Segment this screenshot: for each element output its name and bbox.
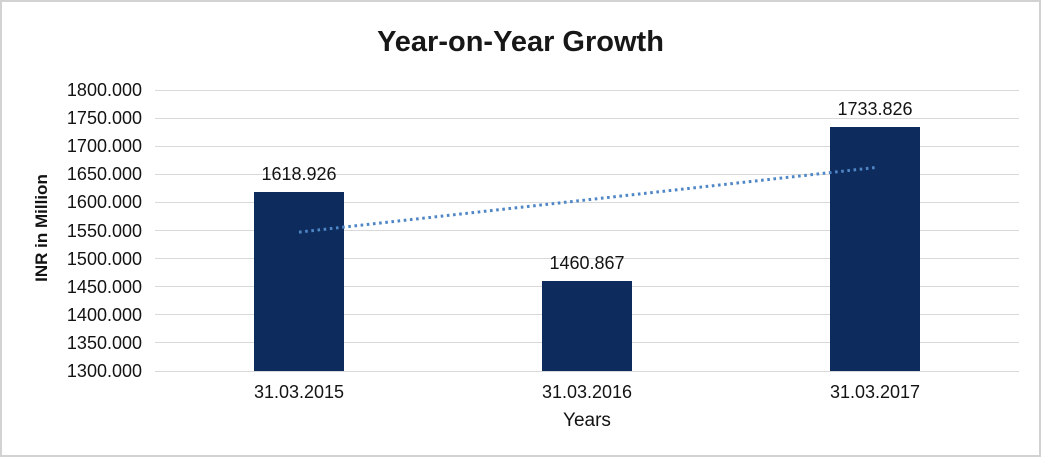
y-tick-label: 1800.000 (66, 80, 142, 100)
gridline (155, 371, 1019, 372)
y-tick-label: 1500.000 (66, 249, 142, 269)
x-tick-label: 31.03.2015 (253, 382, 345, 402)
x-tick-label: 31.03.2017 (829, 382, 921, 402)
bar-value-label: 1618.926 (261, 164, 337, 184)
bar-31.03.2017[interactable] (830, 127, 920, 371)
y-tick-label: 1650.000 (66, 164, 142, 184)
y-tick-label: 1600.000 (66, 192, 142, 212)
trendline-layer (298, 166, 876, 234)
x-axis-title: Years (563, 410, 611, 431)
gridline (155, 258, 1019, 259)
bar-31.03.2015[interactable] (254, 192, 344, 371)
chart-title: Year-on-Year Growth (377, 26, 664, 58)
gridline (155, 202, 1019, 203)
y-tick-label: 1350.000 (66, 333, 142, 353)
y-tick-label: 1550.000 (66, 221, 142, 241)
y-tick-label: 1450.000 (66, 277, 142, 297)
y-tick-label: 1400.000 (66, 305, 142, 325)
bar-value-label: 1460.867 (549, 253, 625, 273)
gridline (155, 118, 1019, 119)
bar-31.03.2016[interactable] (542, 281, 632, 371)
gridline (155, 146, 1019, 147)
gridline (155, 90, 1019, 91)
plot-area (155, 90, 1019, 372)
y-tick-label: 1700.000 (66, 136, 142, 156)
trendline[interactable] (298, 166, 876, 234)
y-tick-label: 1300.000 (66, 361, 142, 381)
bar-value-label: 1733.826 (837, 99, 913, 119)
gridline (155, 230, 1019, 231)
x-tick-label: 31.03.2016 (541, 382, 633, 402)
y-tick-label: 1750.000 (66, 108, 142, 128)
gridline (155, 174, 1019, 175)
